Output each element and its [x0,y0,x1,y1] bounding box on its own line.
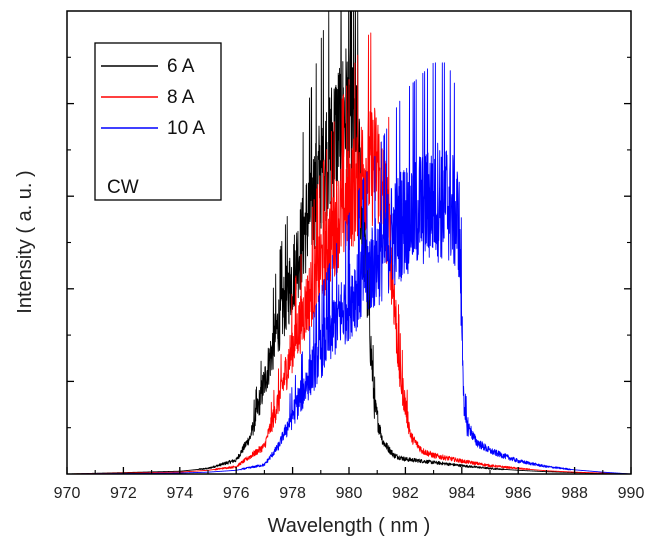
legend: 6 A 8 A 10 A CW [94,42,222,201]
cw-annotation: CW [107,177,139,198]
x-tick-label: 986 [505,485,532,502]
x-tick-label: 974 [166,485,193,502]
y-axis-title: Intensity ( a. u. ) [14,170,36,313]
x-axis-title: Wavelength ( nm ) [268,515,431,537]
x-tick-label: 982 [392,485,419,502]
x-tick-label: 980 [336,485,363,502]
series-line-10a [67,62,631,474]
legend-label-6a: 6 A [167,56,195,77]
x-tick-label: 990 [618,485,645,502]
x-tick-label: 972 [110,485,137,502]
legend-label-8a: 8 A [167,87,195,108]
series-line-8a [67,32,631,474]
y-axis [67,56,631,429]
series-line-6a [67,11,631,474]
series-layer [67,11,631,474]
x-tick-label: 978 [279,485,306,502]
x-axis: 970 972 974 976 978 980 982 984 986 988 990 [54,467,645,502]
x-tick-label: 984 [448,485,475,502]
x-tick-label: 988 [561,485,588,502]
x-tick-label: 976 [223,485,250,502]
x-tick-label: 970 [54,485,81,502]
legend-label-10a: 10 A [167,118,205,139]
legend-box [94,42,222,201]
